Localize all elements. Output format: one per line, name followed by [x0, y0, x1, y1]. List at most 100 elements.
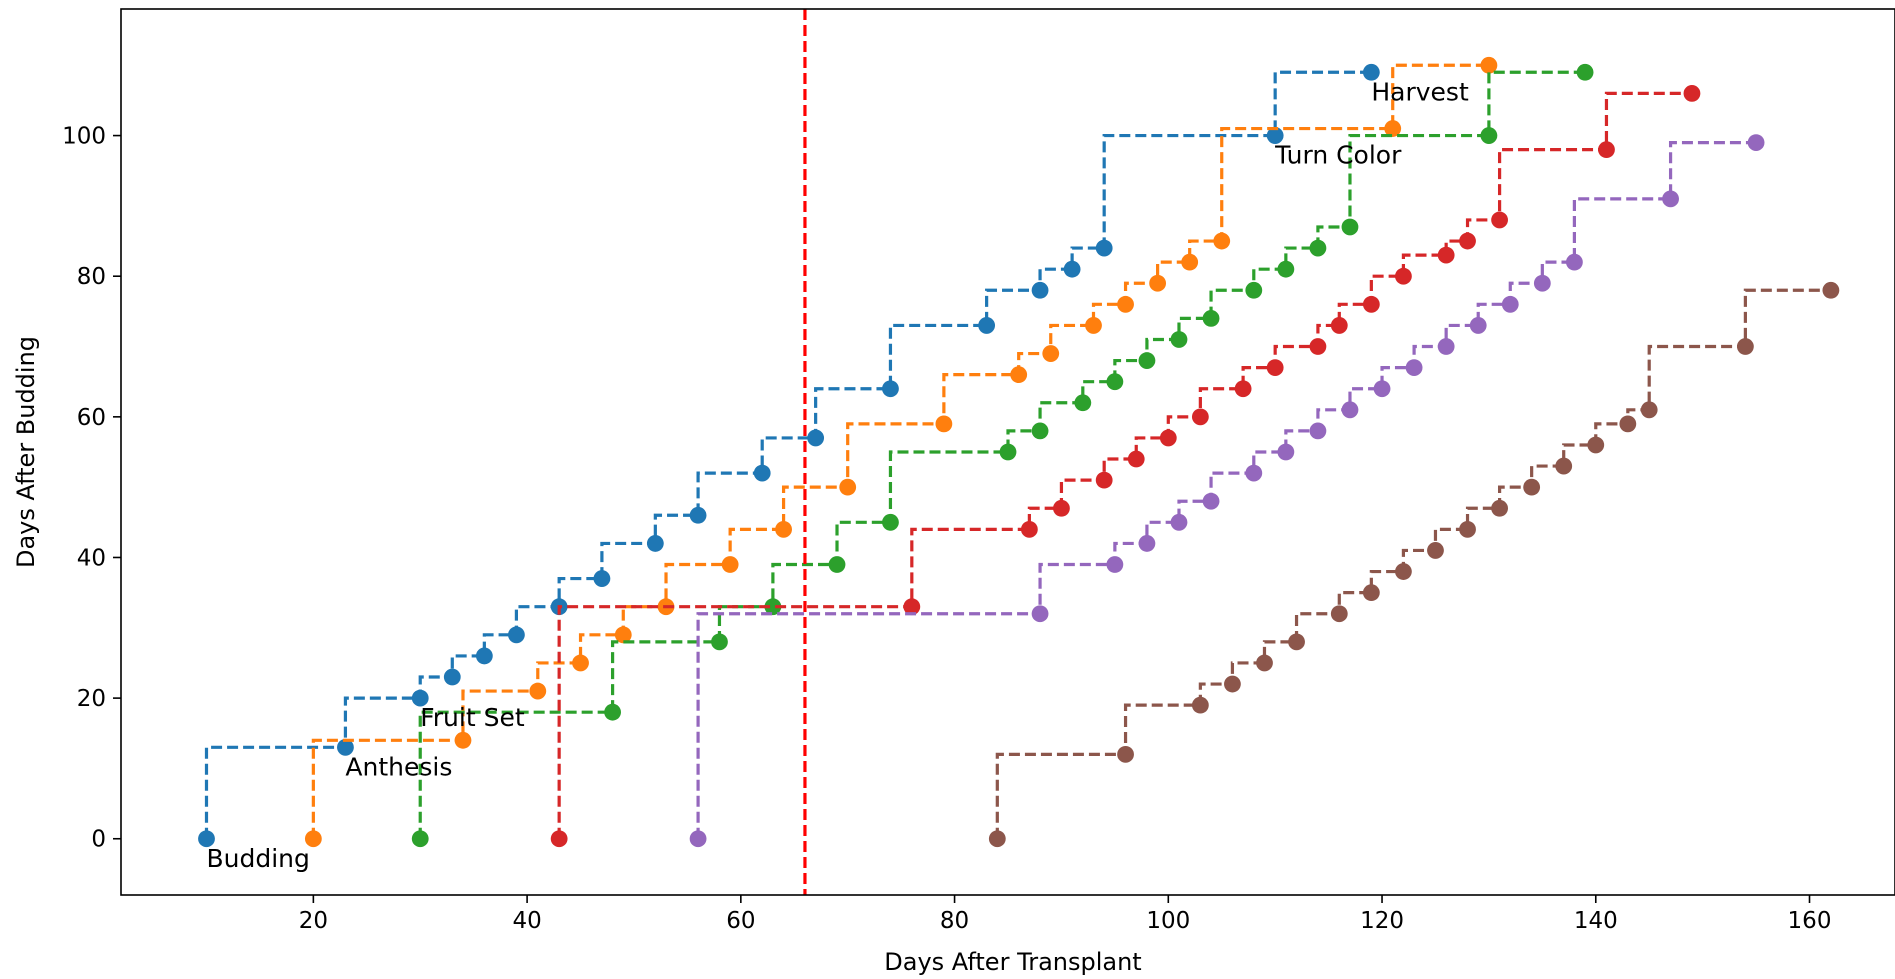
data-point	[1138, 535, 1156, 552]
data-point	[753, 464, 771, 482]
data-point	[1437, 338, 1455, 355]
x-tick-label: 160	[1788, 908, 1832, 934]
series-line-0	[204, 70, 1372, 839]
x-tick-label: 100	[1146, 908, 1190, 934]
data-point	[1095, 239, 1113, 257]
data-point	[1822, 281, 1840, 299]
series-4	[689, 134, 1765, 848]
data-point	[689, 506, 707, 524]
annotation: Anthesis	[345, 752, 452, 781]
data-point	[1149, 274, 1167, 292]
data-point	[1341, 401, 1359, 419]
data-point	[1277, 260, 1295, 278]
data-point	[807, 429, 825, 447]
data-point	[1491, 211, 1508, 229]
data-point	[1330, 317, 1348, 334]
data-point	[614, 626, 632, 644]
y-tick-label: 60	[77, 405, 106, 431]
data-point	[1095, 471, 1113, 489]
data-point	[903, 598, 921, 616]
data-point	[721, 556, 739, 573]
data-point	[828, 556, 846, 573]
data-point	[1020, 520, 1038, 538]
data-point	[1459, 232, 1476, 250]
data-point	[1662, 190, 1679, 208]
annotation: Harvest	[1371, 77, 1469, 106]
data-point	[337, 738, 354, 756]
data-point	[1459, 520, 1476, 538]
data-point	[1395, 563, 1412, 580]
data-point	[1523, 478, 1541, 496]
x-tick-label: 140	[1574, 908, 1618, 934]
data-point	[1480, 56, 1498, 74]
data-point	[443, 668, 461, 686]
series-3	[550, 84, 1701, 848]
data-point	[1501, 295, 1519, 313]
data-point	[689, 830, 707, 848]
data-point	[1277, 443, 1295, 461]
data-point	[1266, 127, 1284, 144]
data-point	[529, 682, 547, 700]
series-0	[198, 63, 1380, 848]
data-point	[1010, 366, 1028, 384]
data-point	[1245, 281, 1263, 299]
series-2	[411, 63, 1594, 848]
data-point	[1202, 492, 1220, 510]
data-point	[1405, 359, 1423, 377]
data-point	[1288, 633, 1305, 651]
data-point	[1191, 408, 1209, 426]
data-point	[1127, 450, 1145, 468]
data-point	[604, 703, 621, 721]
data-point	[935, 415, 953, 433]
data-point	[1373, 380, 1391, 398]
data-point	[1053, 499, 1070, 517]
data-point	[1384, 120, 1402, 137]
data-point	[646, 535, 664, 552]
data-point	[1031, 422, 1049, 440]
series-5	[988, 281, 1840, 848]
plot-area: Budding Anthesis Fruit Set Turn Color Harves…	[198, 9, 1840, 895]
data-point	[839, 478, 857, 496]
data-point	[1309, 239, 1327, 257]
data-point	[1181, 253, 1199, 271]
data-point	[711, 633, 728, 651]
data-point	[1117, 295, 1134, 313]
data-point	[775, 520, 792, 538]
data-point	[1234, 380, 1252, 398]
data-point	[1427, 542, 1444, 559]
data-point	[1031, 281, 1049, 299]
data-point	[1074, 394, 1092, 412]
data-point	[1736, 338, 1754, 355]
data-point	[454, 731, 472, 749]
data-point	[1202, 309, 1220, 327]
y-tick-label: 100	[62, 124, 106, 150]
data-point	[508, 626, 525, 644]
data-point	[1138, 352, 1156, 369]
data-point	[1640, 401, 1658, 419]
data-point	[1106, 373, 1124, 391]
data-point	[1747, 134, 1765, 152]
data-point	[411, 689, 429, 707]
data-point	[999, 443, 1017, 461]
data-point	[1437, 246, 1455, 264]
x-axis-label: Days After Transplant	[884, 948, 1141, 976]
data-point	[1576, 63, 1594, 81]
data-point	[1191, 696, 1209, 714]
data-point	[1266, 359, 1284, 377]
data-point	[1106, 556, 1124, 573]
y-tick-label: 40	[77, 545, 106, 571]
data-point	[1395, 267, 1412, 285]
x-tick-label: 120	[1360, 908, 1404, 934]
data-point	[882, 380, 899, 398]
data-point	[1555, 457, 1573, 475]
data-point	[1085, 317, 1102, 334]
data-point	[1533, 274, 1551, 292]
data-point	[1330, 605, 1348, 623]
data-point	[1587, 436, 1605, 454]
data-point	[1256, 654, 1273, 672]
data-point	[1619, 415, 1637, 433]
data-point	[1117, 745, 1134, 763]
data-point	[550, 830, 568, 848]
data-point	[1309, 422, 1327, 440]
